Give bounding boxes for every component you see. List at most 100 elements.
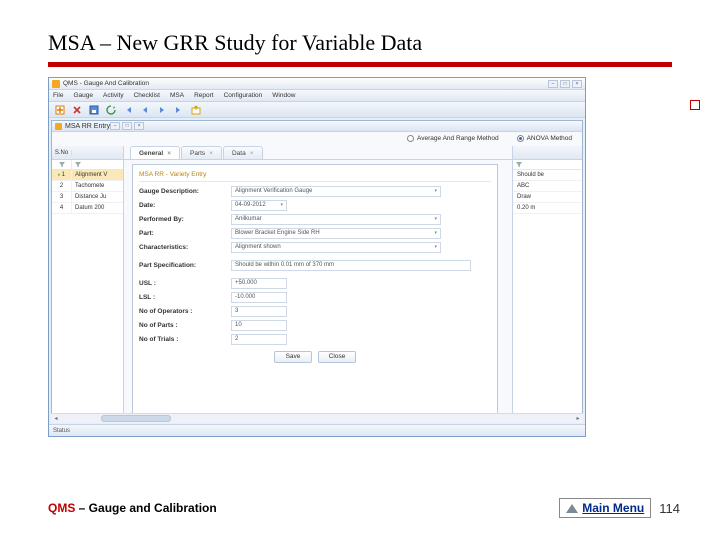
tab-close-icon[interactable]: × <box>167 150 171 157</box>
list-item[interactable]: Draw <box>513 192 582 203</box>
chevron-down-icon: ▾ <box>434 215 437 224</box>
inner-maximize-button[interactable]: □ <box>122 122 132 130</box>
tb-delete-icon[interactable] <box>70 103 84 117</box>
method-average-range[interactable]: Average And Range Method <box>407 135 499 142</box>
table-row[interactable]: 2Tachomete <box>52 181 123 192</box>
menubar[interactable]: File Gauge Activity Checklist MSA Report… <box>49 90 585 102</box>
field-row: USL :+50.000 <box>139 277 491 290</box>
scroll-thumb[interactable] <box>101 415 171 422</box>
field-row: No of Trials :2 <box>139 333 491 346</box>
tab-close-icon[interactable]: × <box>209 150 213 157</box>
tb-last-icon[interactable] <box>172 103 186 117</box>
funnel-icon <box>516 162 522 168</box>
inner-titlebar: MSA RR Entry – □ × <box>52 121 582 132</box>
menu-activity[interactable]: Activity <box>103 92 124 99</box>
menu-window[interactable]: Window <box>272 92 295 99</box>
menu-checklist[interactable]: Checklist <box>134 92 160 99</box>
menu-gauge[interactable]: Gauge <box>73 92 93 99</box>
input-gauge-desc[interactable]: Alignment Verification Gauge▾ <box>231 186 441 197</box>
main-menu-button[interactable]: Main Menu <box>559 498 651 518</box>
cell-desc: Datum 200 <box>72 203 123 213</box>
inner-minimize-button[interactable]: – <box>110 122 120 130</box>
right-grid-filter[interactable] <box>513 160 582 170</box>
input-n-parts[interactable]: 10 <box>231 320 287 331</box>
chevron-down-icon: ▾ <box>434 229 437 238</box>
chevron-down-icon: ▾ <box>280 201 283 210</box>
label-n-operators: No of Operators : <box>139 308 231 315</box>
close-button[interactable]: × <box>572 80 582 88</box>
input-part[interactable]: Blower Bracket Engine Side RH▾ <box>231 228 441 239</box>
chevron-down-icon: ▾ <box>434 187 437 196</box>
minimize-button[interactable]: – <box>548 80 558 88</box>
body-row: S.No 1Alignment V 2Tachomete 3Distance J… <box>52 146 582 421</box>
list-item[interactable]: Should be <box>513 170 582 181</box>
tb-export-icon[interactable] <box>189 103 203 117</box>
label-lsl: LSL : <box>139 294 231 301</box>
radio-icon <box>407 135 414 142</box>
method-row: Average And Range Method ANOVA Method <box>52 132 582 146</box>
method-anova[interactable]: ANOVA Method <box>517 135 572 142</box>
close-dialog-button[interactable]: Close <box>318 351 356 363</box>
slide-title: MSA – New GRR Study for Variable Data <box>48 30 672 56</box>
main-menu-label: Main Menu <box>582 501 644 515</box>
input-n-trials[interactable]: 2 <box>231 334 287 345</box>
menu-msa[interactable]: MSA <box>170 92 184 99</box>
tab-parts[interactable]: Parts× <box>181 146 222 159</box>
list-item[interactable]: 0.20 m <box>513 203 582 214</box>
toolbar <box>49 102 585 118</box>
input-characteristics[interactable]: Alignment shown▾ <box>231 242 441 253</box>
input-date[interactable]: 04-09-2012▾ <box>231 200 287 211</box>
menu-report[interactable]: Report <box>194 92 214 99</box>
list-item[interactable]: ABC <box>513 181 582 192</box>
tb-next-icon[interactable] <box>155 103 169 117</box>
scroll-right-icon[interactable]: ▸ <box>573 415 583 422</box>
arrow-up-icon <box>566 504 578 513</box>
table-row[interactable]: 1Alignment V <box>52 170 123 181</box>
input-part-spec[interactable]: Should be within 0.01 mm of 370 mm <box>231 260 471 271</box>
inner-window-controls: – □ × <box>110 122 144 130</box>
menu-file[interactable]: File <box>53 92 63 99</box>
method-a-label: Average And Range Method <box>417 136 499 143</box>
left-grid: S.No 1Alignment V 2Tachomete 3Distance J… <box>52 146 124 421</box>
window-controls: – □ × <box>548 80 582 88</box>
field-row: Performed By:Anilkumar▾ <box>139 213 491 226</box>
horizontal-scrollbar[interactable]: ◂ ▸ <box>51 413 583 423</box>
col-sno[interactable]: S.No <box>52 150 72 156</box>
input-usl[interactable]: +50.000 <box>231 278 287 289</box>
funnel-icon <box>59 162 65 168</box>
input-lsl[interactable]: -10.000 <box>231 292 287 303</box>
right-grid: Should be ABC Draw 0.20 m <box>512 146 582 421</box>
input-n-operators[interactable]: 3 <box>231 306 287 317</box>
label-gauge-desc: Gauge Description: <box>139 188 231 195</box>
cell-desc: Tachomete <box>72 181 123 191</box>
left-grid-header: S.No <box>52 146 123 160</box>
left-grid-filter[interactable] <box>52 160 123 170</box>
slide-footer: QMS – Gauge and Calibration Main Menu 11… <box>48 498 680 518</box>
save-button[interactable]: Save <box>274 351 312 363</box>
tab-data[interactable]: Data× <box>223 146 263 159</box>
input-performed-by[interactable]: Anilkumar▾ <box>231 214 441 225</box>
menu-configuration[interactable]: Configuration <box>224 92 263 99</box>
scroll-track[interactable] <box>61 415 573 422</box>
cell-no: 3 <box>52 192 72 202</box>
tab-general[interactable]: General× <box>130 146 180 159</box>
title-rule <box>48 62 672 67</box>
app-title-text: QMS - Gauge And Calibration <box>63 80 548 87</box>
inner-close-button[interactable]: × <box>134 122 144 130</box>
page-number: 114 <box>659 501 680 516</box>
label-part: Part: <box>139 230 231 237</box>
tb-new-icon[interactable] <box>53 103 67 117</box>
tb-prev-icon[interactable] <box>138 103 152 117</box>
scroll-left-icon[interactable]: ◂ <box>51 415 61 422</box>
right-grid-header <box>513 146 582 160</box>
tab-close-icon[interactable]: × <box>250 150 254 157</box>
tb-refresh-icon[interactable] <box>104 103 118 117</box>
inner-window-icon <box>55 123 62 130</box>
table-row[interactable]: 4Datum 200 <box>52 203 123 214</box>
table-row[interactable]: 3Distance Ju <box>52 192 123 203</box>
field-row: Part Specification:Should be within 0.01… <box>139 259 491 272</box>
field-row: Date:04-09-2012▾ <box>139 199 491 212</box>
tb-save-icon[interactable] <box>87 103 101 117</box>
tb-first-icon[interactable] <box>121 103 135 117</box>
maximize-button[interactable]: □ <box>560 80 570 88</box>
